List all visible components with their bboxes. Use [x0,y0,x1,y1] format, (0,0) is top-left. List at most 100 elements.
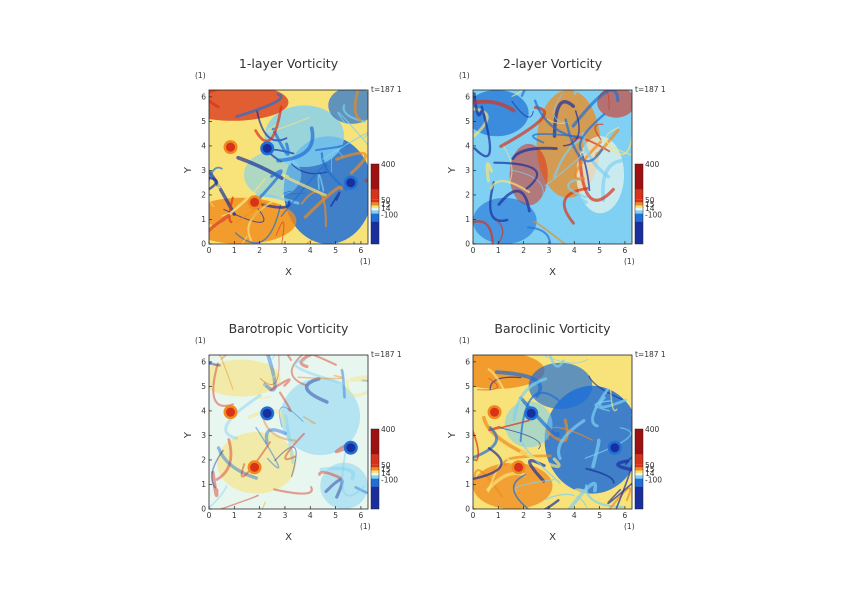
colorbar-segment [371,213,379,222]
field-filament [594,400,612,412]
field-filament [330,150,344,173]
field-filament [267,355,276,365]
field-filament [218,494,259,509]
x-tick-label: 5 [597,511,602,520]
y-tick-label: 5 [201,117,206,126]
colorbar-segment [635,429,643,455]
field-filament [361,379,368,382]
vortex-core [250,197,260,207]
field-filament [564,118,604,163]
colorbar-label: 15 [645,465,655,474]
colorbar-label: 400 [381,425,396,434]
field-filament [286,355,337,366]
colorbar-frame [634,428,644,510]
field-filament [259,355,280,385]
field-filament [324,478,344,499]
field-filament [511,90,523,97]
x-tick-label: 6 [623,511,628,520]
colorbar-segment [371,205,379,208]
vorticity-field [209,355,368,509]
field-filament [303,185,344,219]
field-filament [519,391,561,443]
plot-frame [208,354,369,510]
x-tick-label: 1 [232,246,237,255]
field-filament [264,428,288,444]
field-filament [213,170,223,193]
x-unit-label: (1) [360,522,371,531]
field-filament [337,111,368,146]
field-filament [573,488,589,509]
y-tick-label: 6 [465,92,470,101]
y-axis-label: Y [447,431,458,439]
field-filament [349,375,368,382]
field-filament [585,467,615,484]
colorbar-label: -100 [645,475,662,484]
y-axis-label: Y [447,166,458,174]
colorbar-label: 14 [381,204,391,213]
vorticity-field [473,355,632,509]
x-tick-label: 1 [496,511,501,520]
y-tick-label: 1 [465,215,470,224]
y-tick-label: 4 [465,141,470,150]
colorbar-segment [371,202,379,206]
field-filament [520,90,526,97]
field-filament [489,180,531,194]
field-filament [315,144,349,152]
field-filament [297,374,344,380]
x-tick-label: 5 [333,246,338,255]
colorbar-segment [635,486,643,509]
time-label: t=187 1 [371,85,402,94]
field-filament [209,176,218,191]
field-filament [598,396,628,409]
field-filament [546,418,569,443]
field-filament [581,132,611,179]
colorbar-segment [371,164,379,190]
panel-title: Barotropic Vorticity [229,321,349,336]
y-unit-label: (1) [195,71,206,80]
field-filament [212,362,234,407]
field-filament [512,473,530,509]
colorbar-segment [371,454,379,465]
colorbar-label: -100 [381,210,398,219]
colorbar-label: 14 [645,204,655,213]
field-filament [266,117,310,133]
field-filament [578,155,615,202]
vortex-core [346,443,356,453]
y-tick-label: 3 [465,431,470,440]
field-filament [263,355,277,392]
x-tick-label: 0 [471,511,476,520]
field-filament [598,90,610,111]
field-filament [290,355,307,386]
colorbar-label: 50 [645,461,655,470]
y-tick-label: 3 [201,166,206,175]
field-patch [328,90,368,124]
colorbar-segment [635,478,643,487]
y-tick-label: 5 [465,382,470,391]
colorbar-segment [635,221,643,244]
field-patch [320,462,368,509]
field-filament [616,459,632,472]
field-filament [305,377,329,404]
field-filament [473,426,498,460]
vortex-core [250,462,260,472]
colorbar-segment [635,208,643,211]
y-tick-label: 0 [201,240,206,249]
x-axis-label: X [549,267,556,278]
y-tick-label: 2 [465,190,470,199]
colorbar-segment [371,478,379,487]
y-tick-label: 6 [201,357,206,366]
colorbar-segment [371,486,379,509]
x-tick-label: 6 [359,246,364,255]
field-filament [209,485,228,509]
colorbar-segment [635,467,643,471]
colorbar-segment [635,210,643,214]
field-filament [223,207,265,223]
colorbar-segment [635,473,643,476]
x-axis-label: X [285,532,292,543]
colorbar-segment [635,199,643,203]
field-filament [625,355,632,368]
field-filament [499,105,547,148]
field-filament [353,90,362,122]
field-filament [562,110,580,147]
x-unit-label: (1) [624,257,635,266]
